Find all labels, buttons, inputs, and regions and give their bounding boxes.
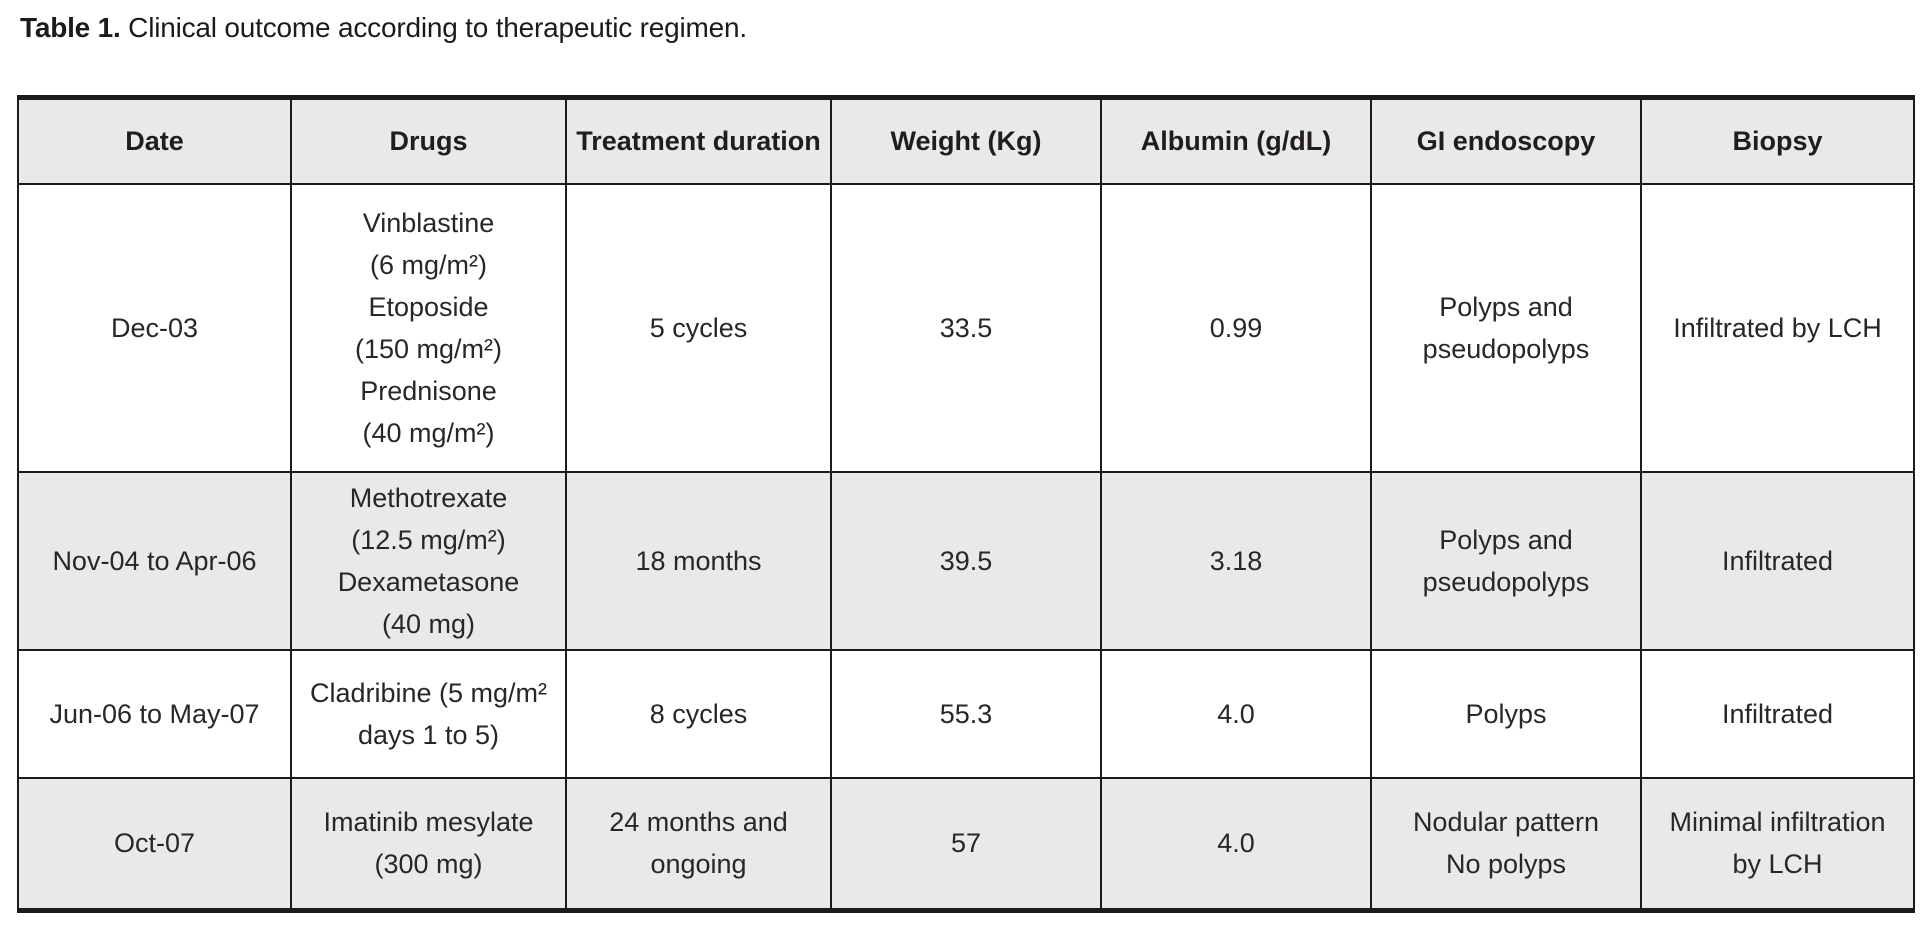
table-row: Jun-06 to May-07 Cladribine (5 mg/m² day…	[17, 648, 1915, 779]
cell-treatment-duration: 8 cycles	[565, 648, 832, 779]
cell-albumin: 3.18	[1100, 470, 1372, 651]
header-cell-drugs: Drugs	[290, 96, 567, 185]
header-cell-biopsy: Biopsy	[1640, 96, 1915, 185]
cell-weight: 57	[830, 776, 1102, 912]
cell-gi-endoscopy: Polyps and pseudopolyps	[1370, 182, 1642, 473]
cell-albumin: 4.0	[1100, 776, 1372, 912]
cell-drugs: Methotrexate (12.5 mg/m²) Dexametasone (…	[290, 470, 567, 651]
table-row: Oct-07 Imatinib mesylate (300 mg) 24 mon…	[17, 776, 1915, 912]
clinical-outcome-table: Date Drugs Treatment duration Weight (Kg…	[17, 95, 1915, 913]
cell-albumin: 0.99	[1100, 182, 1372, 473]
header-row: Date Drugs Treatment duration Weight (Kg…	[17, 96, 1915, 185]
table-row: Dec-03 Vinblastine (6 mg/m²) Etoposide (…	[17, 182, 1915, 473]
cell-biopsy: Minimal infiltration by LCH	[1640, 776, 1915, 912]
cell-treatment-duration: 18 months	[565, 470, 832, 651]
cell-drugs: Vinblastine (6 mg/m²) Etoposide (150 mg/…	[290, 182, 567, 473]
cell-biopsy: Infiltrated by LCH	[1640, 182, 1915, 473]
cell-albumin: 4.0	[1100, 648, 1372, 779]
cell-date: Oct-07	[17, 776, 292, 912]
cell-treatment-duration: 5 cycles	[565, 182, 832, 473]
header-cell-treatment-duration: Treatment duration	[565, 96, 832, 185]
cell-gi-endoscopy: Polyps and pseudopolyps	[1370, 470, 1642, 651]
cell-weight: 33.5	[830, 182, 1102, 473]
cell-date: Nov-04 to Apr-06	[17, 470, 292, 651]
cell-drugs: Imatinib mesylate (300 mg)	[290, 776, 567, 912]
header-cell-gi-endoscopy: GI endoscopy	[1370, 96, 1642, 185]
cell-drugs: Cladribine (5 mg/m² days 1 to 5)	[290, 648, 567, 779]
table-caption-text: Clinical outcome according to therapeuti…	[120, 12, 747, 43]
cell-date: Jun-06 to May-07	[17, 648, 292, 779]
cell-gi-endoscopy: Nodular pattern No polyps	[1370, 776, 1642, 912]
cell-biopsy: Infiltrated	[1640, 470, 1915, 651]
table-caption-label: Table 1.	[20, 12, 121, 43]
table-caption: Table 1. Clinical outcome according to t…	[20, 12, 747, 44]
header-cell-weight: Weight (Kg)	[830, 96, 1102, 185]
cell-biopsy: Infiltrated	[1640, 648, 1915, 779]
cell-weight: 39.5	[830, 470, 1102, 651]
cell-weight: 55.3	[830, 648, 1102, 779]
cell-treatment-duration: 24 months and ongoing	[565, 776, 832, 912]
header-cell-albumin: Albumin (g/dL)	[1100, 96, 1372, 185]
table-row: Nov-04 to Apr-06 Methotrexate (12.5 mg/m…	[17, 470, 1915, 651]
header-cell-date: Date	[17, 96, 292, 185]
cell-date: Dec-03	[17, 182, 292, 473]
cell-gi-endoscopy: Polyps	[1370, 648, 1642, 779]
